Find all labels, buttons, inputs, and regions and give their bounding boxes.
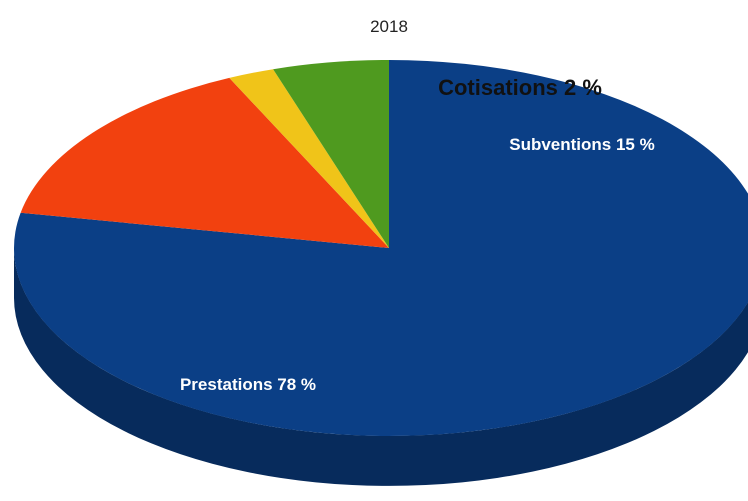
pie-slice-0 [14,60,748,436]
slice-labels: Prestations 78 % Subventions 15 % Cotisati… [180,75,655,394]
pie-slice-side-0 [14,248,748,486]
slice-label-2: Cotisations 2 % [438,75,602,100]
pie-slice-1 [20,77,390,248]
slice-label-0: Prestations 78 % [180,375,316,394]
pie-slice-3 [273,60,389,248]
chart-title: 2018 [370,17,408,36]
pie-body [14,60,748,486]
slice-label-1: Subventions 15 % [509,135,654,154]
pie-slice-2 [229,69,389,248]
